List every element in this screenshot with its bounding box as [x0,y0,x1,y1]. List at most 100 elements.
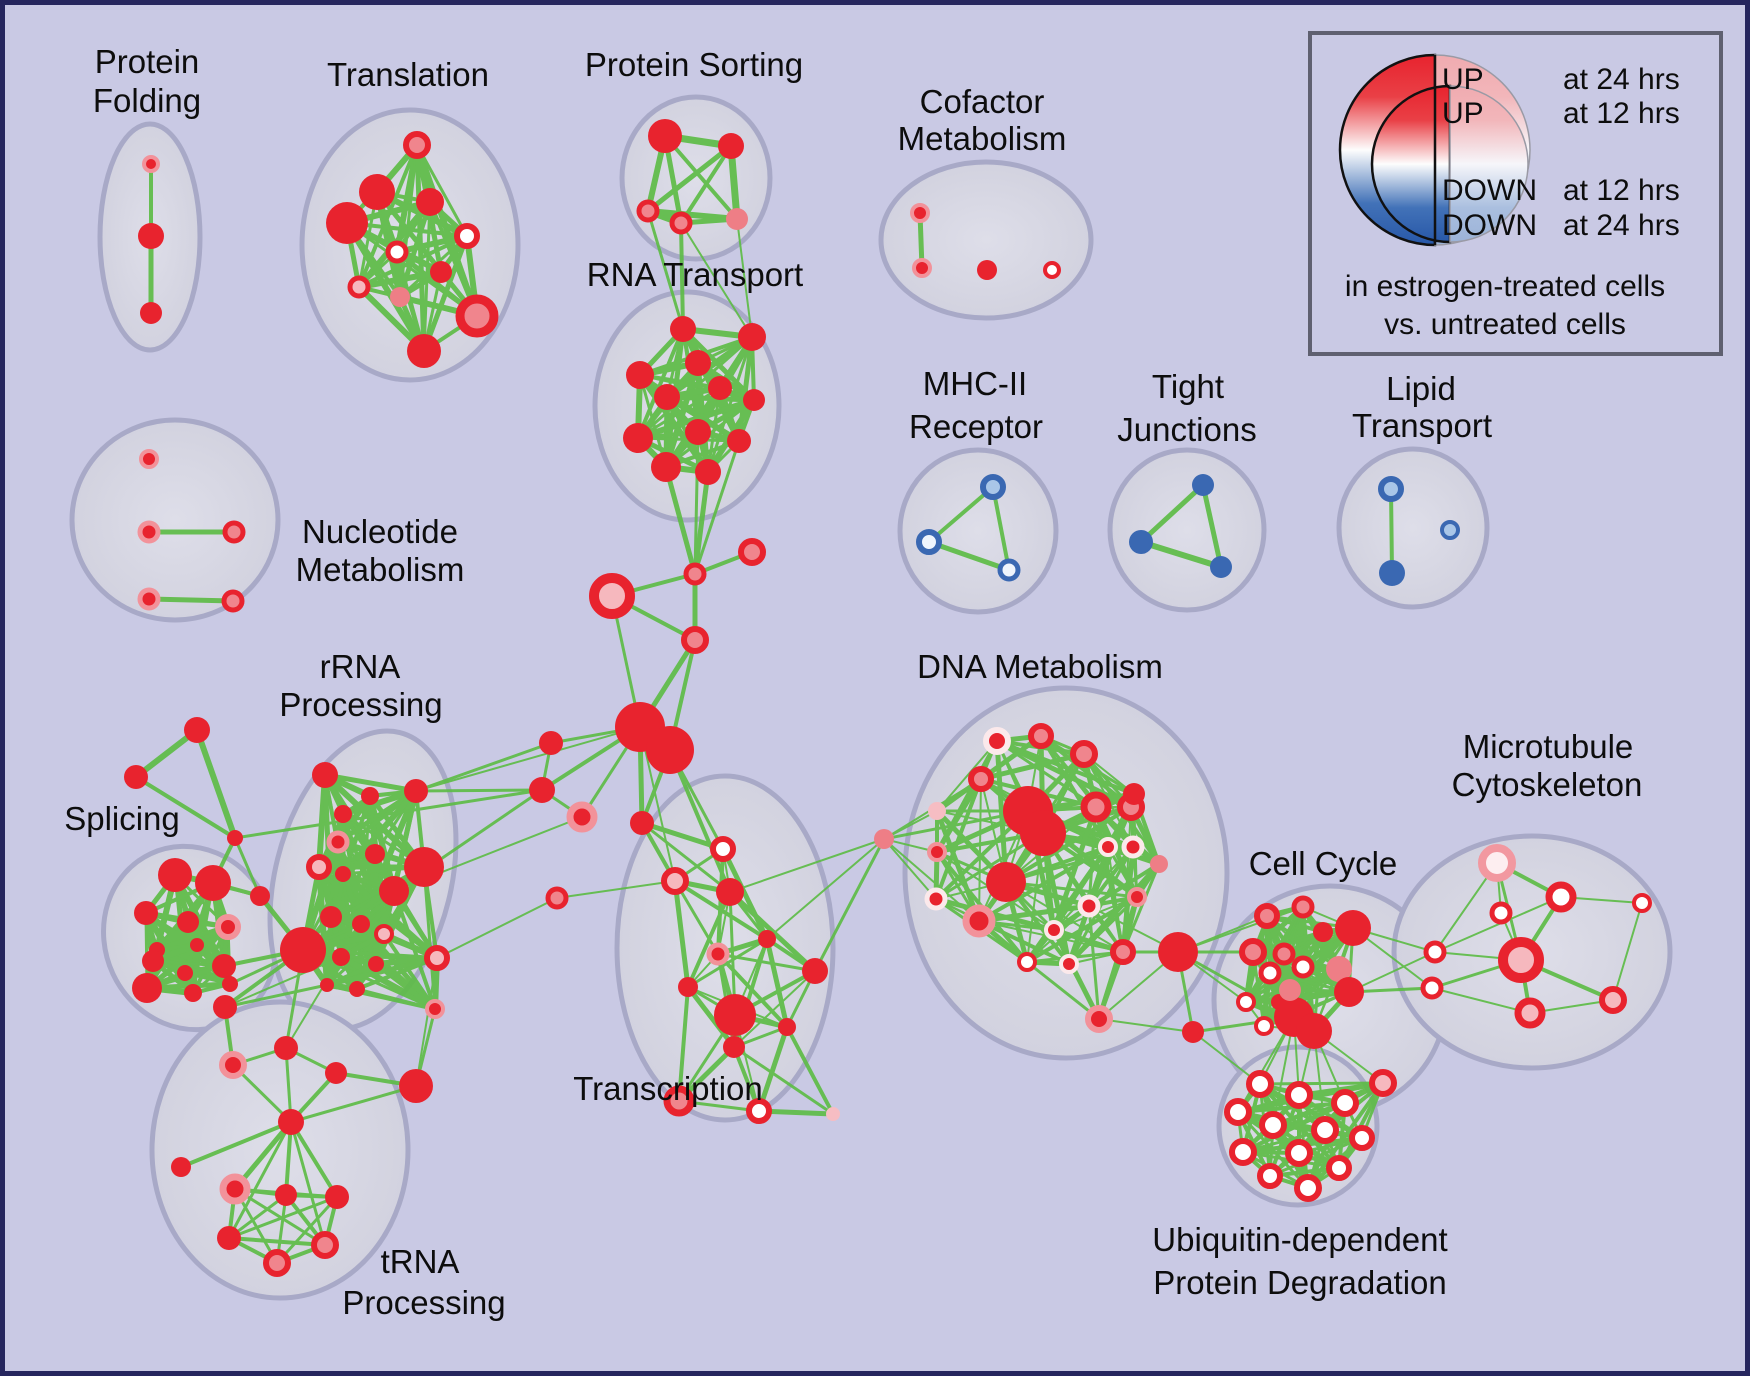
node-microtubule-cytoskeleton[interactable] [1599,986,1627,1014]
node-rrna-processing[interactable] [361,787,379,805]
node-ubiquitin-degradation[interactable] [1285,1139,1313,1167]
node-connectors[interactable] [1423,940,1447,964]
node-transcription[interactable] [710,836,736,862]
node-splicing[interactable] [195,865,231,901]
node-connectors[interactable] [1420,976,1444,1000]
node-trna-processing[interactable] [325,1185,349,1209]
node-microtubule-cytoskeleton[interactable] [1545,881,1577,913]
node-trna-processing[interactable] [311,1231,339,1259]
node-microtubule-cytoskeleton[interactable] [1514,997,1546,1029]
node-cell-cycle[interactable] [1335,910,1371,946]
node-cofactor-metabolism[interactable] [1043,261,1061,279]
node-splicing[interactable] [177,965,193,981]
node-microtubule-cytoskeleton[interactable] [1498,937,1544,983]
node-dna-metabolism[interactable] [1017,952,1037,972]
node-translation[interactable] [403,131,431,159]
node-dna-metabolism[interactable] [1123,783,1145,805]
node-connectors[interactable] [184,717,210,743]
node-connectors[interactable] [681,626,709,654]
node-protein-sorting[interactable] [669,211,693,235]
node-transcription[interactable] [661,867,689,895]
node-protein-sorting[interactable] [636,199,660,223]
node-splicing[interactable] [215,914,241,940]
node-connectors[interactable] [1182,1021,1204,1043]
node-dna-metabolism[interactable] [1080,791,1112,823]
node-lipid-transport[interactable] [1440,520,1460,540]
node-rrna-processing[interactable] [332,948,350,966]
node-transcription[interactable] [778,1018,796,1036]
node-rrna-processing[interactable] [368,956,384,972]
node-rrna-processing[interactable] [365,844,385,864]
node-trna-processing[interactable] [278,1109,304,1135]
node-trna-processing[interactable] [274,1036,298,1060]
node-trna-processing[interactable] [219,1051,247,1079]
node-splicing[interactable] [177,911,199,933]
node-connectors[interactable] [683,562,707,586]
node-rrna-processing[interactable] [379,876,409,906]
node-rrna-processing[interactable] [326,830,350,854]
node-rna-transport[interactable] [695,459,721,485]
node-protein-sorting[interactable] [726,208,748,230]
node-ubiquitin-degradation[interactable] [1224,1098,1252,1126]
node-trna-processing[interactable] [213,995,237,1019]
node-mhc-ii-receptor[interactable] [916,529,942,555]
node-splicing[interactable] [142,950,164,972]
node-transcription[interactable] [758,930,776,948]
node-dna-metabolism[interactable] [1098,837,1118,857]
node-rrna-processing[interactable] [424,945,450,971]
node-splicing[interactable] [132,973,162,1003]
node-cell-cycle[interactable] [1239,938,1267,966]
node-lipid-transport[interactable] [1378,476,1404,502]
node-connectors[interactable] [738,538,766,566]
node-connectors[interactable] [566,801,598,833]
node-translation[interactable] [390,287,410,307]
node-splicing[interactable] [212,954,236,978]
node-trna-processing[interactable] [325,1062,347,1084]
node-cell-cycle[interactable] [1279,979,1301,1001]
node-dna-metabolism[interactable] [986,862,1026,902]
node-cell-cycle[interactable] [1236,992,1256,1012]
node-ubiquitin-degradation[interactable] [1294,1174,1322,1202]
node-trna-processing[interactable] [275,1184,297,1206]
node-rna-transport[interactable] [670,316,696,342]
node-dna-metabolism[interactable] [983,727,1011,755]
node-translation[interactable] [430,261,452,283]
node-cell-cycle[interactable] [1296,1013,1332,1049]
node-translation[interactable] [326,202,368,244]
node-cofactor-metabolism[interactable] [910,203,930,223]
node-trna-processing[interactable] [171,1157,191,1177]
node-nucleotide-metabolism[interactable] [222,520,246,544]
node-protein-folding[interactable] [138,223,164,249]
node-dna-metabolism[interactable] [1127,887,1147,907]
node-rna-transport[interactable] [651,452,681,482]
node-cell-cycle[interactable] [1326,956,1352,982]
node-dna-metabolism[interactable] [1085,1005,1113,1033]
node-transcription[interactable] [723,1036,745,1058]
node-transcription[interactable] [663,1085,695,1117]
node-rrna-processing[interactable] [320,978,334,992]
node-connectors[interactable] [545,886,569,910]
node-translation[interactable] [347,275,371,299]
node-dna-metabolism[interactable] [927,842,947,862]
node-connectors[interactable] [227,830,243,846]
node-ubiquitin-degradation[interactable] [1369,1069,1397,1097]
node-rna-transport[interactable] [626,361,654,389]
node-translation[interactable] [385,240,409,264]
node-microtubule-cytoskeleton[interactable] [1489,901,1513,925]
node-cofactor-metabolism[interactable] [912,258,932,278]
node-trna-processing[interactable] [219,1173,251,1205]
node-cell-cycle[interactable] [1334,977,1364,1007]
node-transcription[interactable] [714,994,756,1036]
node-cell-cycle[interactable] [1254,1016,1274,1036]
node-dna-metabolism[interactable] [924,887,948,911]
node-transcription[interactable] [802,958,828,984]
node-splicing[interactable] [184,984,202,1002]
node-translation[interactable] [455,294,499,338]
node-transcription[interactable] [630,811,654,835]
node-ubiquitin-degradation[interactable] [1246,1070,1274,1098]
node-trna-processing[interactable] [263,1249,291,1277]
node-rna-transport[interactable] [727,429,751,453]
node-protein-sorting[interactable] [648,119,682,153]
node-dna-metabolism[interactable] [1028,723,1054,749]
node-translation[interactable] [359,174,395,210]
